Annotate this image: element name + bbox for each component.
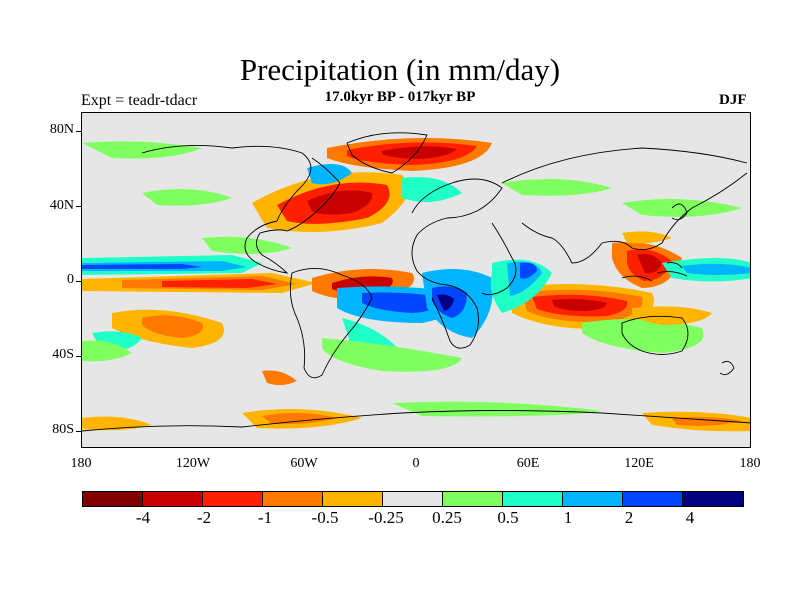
colorbar-label: -2 xyxy=(196,508,212,527)
colorbar-box xyxy=(563,492,623,506)
lon-label: 120E xyxy=(624,456,654,471)
map-canvas xyxy=(82,132,750,432)
experiment-label: Expt = teadr-tdacr xyxy=(81,92,198,109)
lat-tick xyxy=(76,206,81,207)
plot-title: Precipitation (in mm/day) xyxy=(239,52,561,87)
colorbar-label: -0.5 xyxy=(311,508,339,527)
colorbar-box xyxy=(383,492,443,506)
colorbar-box xyxy=(263,492,323,506)
plot-subtitle: 17.0kyr BP - 017kyr BP xyxy=(324,89,476,105)
anomaly-fields xyxy=(82,138,750,432)
colorbar-box xyxy=(203,492,263,506)
lat-label: 0 xyxy=(67,272,74,287)
colorbar-box xyxy=(443,492,503,506)
colorbar-label: 1 xyxy=(563,508,573,527)
lon-label: 60W xyxy=(290,456,318,471)
lon-label: 180 xyxy=(739,456,761,471)
season-label: DJF xyxy=(719,92,747,108)
lat-tick xyxy=(76,431,81,432)
colorbar-label: -0.25 xyxy=(368,508,404,527)
colorbar-box xyxy=(623,492,683,506)
lat-label: 40S xyxy=(52,347,74,362)
colorbar-label: -4 xyxy=(135,508,151,527)
precipitation-map xyxy=(81,112,751,448)
colorbar-box xyxy=(683,492,743,506)
colorbar-box xyxy=(323,492,383,506)
lon-label: 180 xyxy=(70,456,92,471)
colorbar-label: -1 xyxy=(257,508,273,527)
coastlines xyxy=(82,132,750,432)
colorbar-box xyxy=(83,492,143,506)
colorbar-label: 0.25 xyxy=(432,508,462,527)
lat-tick xyxy=(76,356,81,357)
lat-tick xyxy=(76,281,81,282)
colorbar-label: 0.5 xyxy=(497,508,519,527)
colorbar-label: 2 xyxy=(624,508,634,527)
colorbar-label: 4 xyxy=(685,508,695,527)
colorbar xyxy=(82,491,744,507)
lon-label: 0 xyxy=(412,456,420,471)
colorbar-box xyxy=(503,492,563,506)
lon-label: 60E xyxy=(516,456,540,471)
colorbar-box xyxy=(143,492,203,506)
lat-tick xyxy=(76,131,81,132)
lon-label: 120W xyxy=(175,456,211,471)
lat-label: 40N xyxy=(49,198,74,213)
lat-label: 80S xyxy=(52,422,74,437)
lat-label: 80N xyxy=(49,122,74,137)
